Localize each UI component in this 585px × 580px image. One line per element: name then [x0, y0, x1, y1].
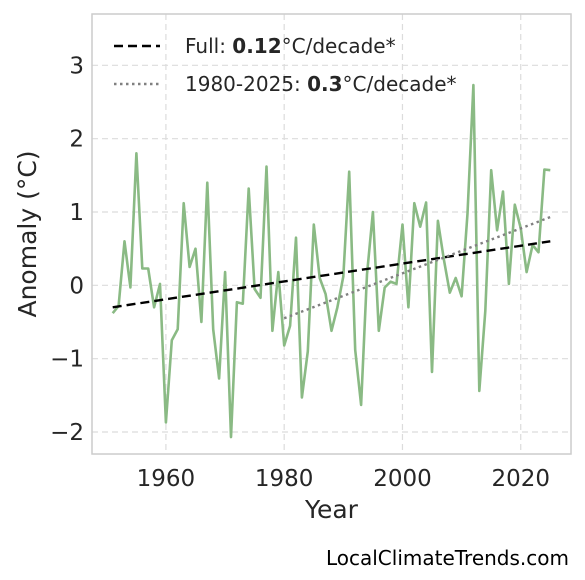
x-tick-label: 2000: [373, 466, 432, 492]
y-tick-label: 0: [69, 273, 84, 299]
legend-recent-prefix: 1980-2025:: [185, 72, 307, 96]
y-tick-label: 2: [69, 127, 84, 153]
legend-entry-full: Full: 0.12°C/decade*: [185, 34, 396, 58]
x-axis-label: Year: [304, 495, 359, 524]
legend-full-prefix: Full:: [185, 34, 232, 58]
full-trend-line: [112, 240, 551, 309]
y-tick-label: −1: [50, 347, 84, 373]
series-layer: [111, 83, 551, 439]
legend-full-suffix: °C/decade*: [282, 34, 396, 58]
y-tick-label: −2: [50, 420, 84, 446]
plot-frame: [91, 13, 572, 455]
anomaly-series-line: [111, 83, 551, 439]
legend-recent-value: 0.3: [307, 72, 342, 96]
y-axis-label: Anomaly (°C): [13, 150, 42, 317]
legend-full-value: 0.12: [232, 34, 281, 58]
tick-labels: 1960 1980 2000 2020 −2 −1 0 1 2 3: [50, 53, 550, 492]
x-tick-label: 1960: [137, 466, 196, 492]
x-tick-label: 1980: [255, 466, 314, 492]
y-tick-label: 1: [69, 200, 84, 226]
site-credit: LocalClimateTrends.com: [325, 546, 569, 570]
y-tick-label: 3: [69, 53, 84, 79]
legend-entry-1980-2025: 1980-2025: 0.3°C/decade*: [185, 72, 457, 96]
legend-recent-suffix: °C/decade*: [343, 72, 457, 96]
x-tick-label: 2020: [491, 466, 550, 492]
legend: Full: 0.12°C/decade* 1980-2025: 0.3°C/de…: [114, 34, 457, 96]
